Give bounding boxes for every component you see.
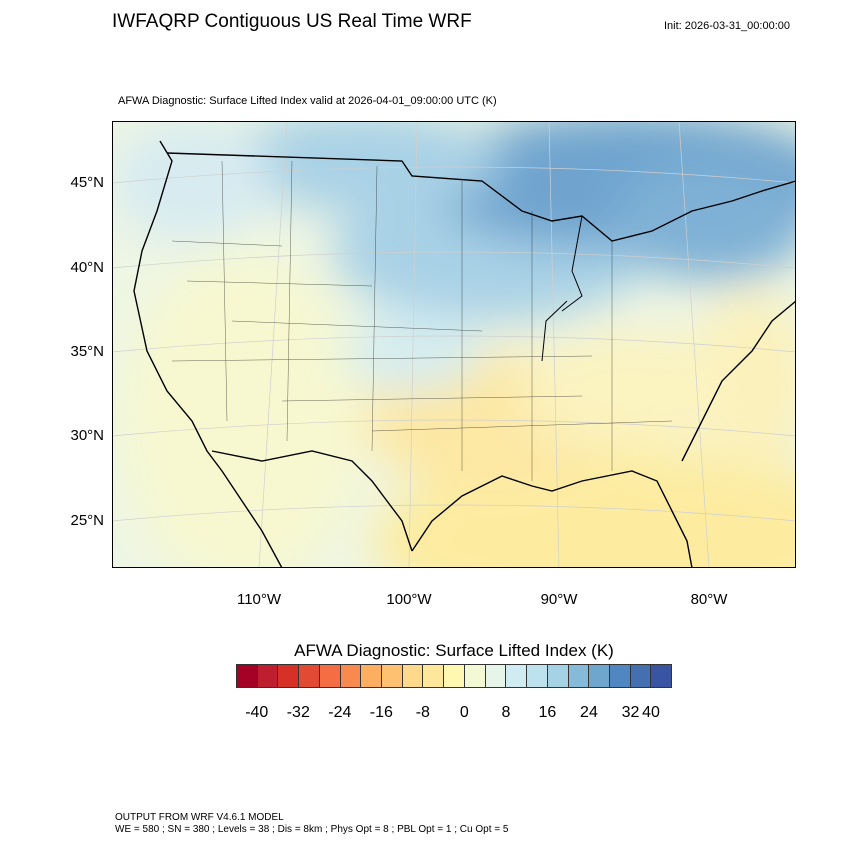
lat-label: 40°N <box>70 259 104 276</box>
map-panel <box>112 121 796 568</box>
colorbar-swatch <box>609 665 631 687</box>
init-time: Init: 2026-03-31_00:00:00 <box>664 20 790 32</box>
lon-label: 100°W <box>386 591 432 608</box>
colorbar-tick-label: 32 <box>621 704 640 721</box>
colorbar-swatch <box>278 665 300 687</box>
colorbar-swatch <box>340 665 362 687</box>
colorbar-swatch <box>568 665 590 687</box>
colorbar-swatch <box>319 665 341 687</box>
lon-label: 110°W <box>236 591 282 608</box>
footer-config: WE = 580 ; SN = 380 ; Levels = 38 ; Dis … <box>115 824 509 835</box>
coastlines-and-borders <box>133 140 796 568</box>
colorbar-tick-label: 8 <box>501 704 511 721</box>
plot-title: IWFAQRP Contiguous US Real Time WRF <box>112 11 472 32</box>
colorbar-tick-label: -32 <box>286 704 310 721</box>
colorbar-swatch <box>361 665 383 687</box>
colorbar-swatch <box>630 665 652 687</box>
colorbar-tick-label: 40 <box>642 704 660 721</box>
lat-label: 35°N <box>70 343 104 360</box>
colorbar-swatch <box>547 665 569 687</box>
colorbar <box>236 664 672 688</box>
colorbar-tick-label: 16 <box>538 704 557 721</box>
colorbar-swatch <box>237 665 258 687</box>
lat-label: 30°N <box>70 427 104 444</box>
lat-label: 25°N <box>70 512 104 529</box>
colorbar-tick-label: -24 <box>328 704 352 721</box>
colorbar-swatch <box>527 665 548 687</box>
colorbar-tick-label: 0 <box>459 704 469 721</box>
colorbar-swatch <box>464 665 486 687</box>
colorbar-tick-label: -16 <box>369 704 393 721</box>
field-subtitle: AFWA Diagnostic: Surface Lifted Index va… <box>118 95 497 107</box>
colorbar-swatch <box>402 665 424 687</box>
colorbar-title: AFWA Diagnostic: Surface Lifted Index (K… <box>294 641 614 660</box>
lon-label: 80°W <box>690 591 728 608</box>
colorbar-swatch <box>423 665 445 687</box>
colorbar-swatch <box>506 665 528 687</box>
lifted-index-field <box>112 121 796 568</box>
lon-label: 90°W <box>540 591 578 608</box>
colorbar-tick-label: -8 <box>415 704 430 721</box>
colorbar-swatch <box>444 665 465 687</box>
colorbar-tick-label: -40 <box>245 704 269 721</box>
colorbar-swatch <box>485 665 507 687</box>
colorbar-swatch <box>589 665 610 687</box>
colorbar-swatch <box>299 665 320 687</box>
state-county-lines <box>171 160 673 481</box>
graticule <box>112 121 796 568</box>
colorbar-swatch <box>382 665 403 687</box>
colorbar-swatch <box>651 665 672 687</box>
lat-label: 45°N <box>70 174 104 191</box>
colorbar-swatch <box>257 665 279 687</box>
colorbar-tick-label: 24 <box>580 704 598 721</box>
footer-model: OUTPUT FROM WRF V4.6.1 MODEL <box>115 812 284 823</box>
